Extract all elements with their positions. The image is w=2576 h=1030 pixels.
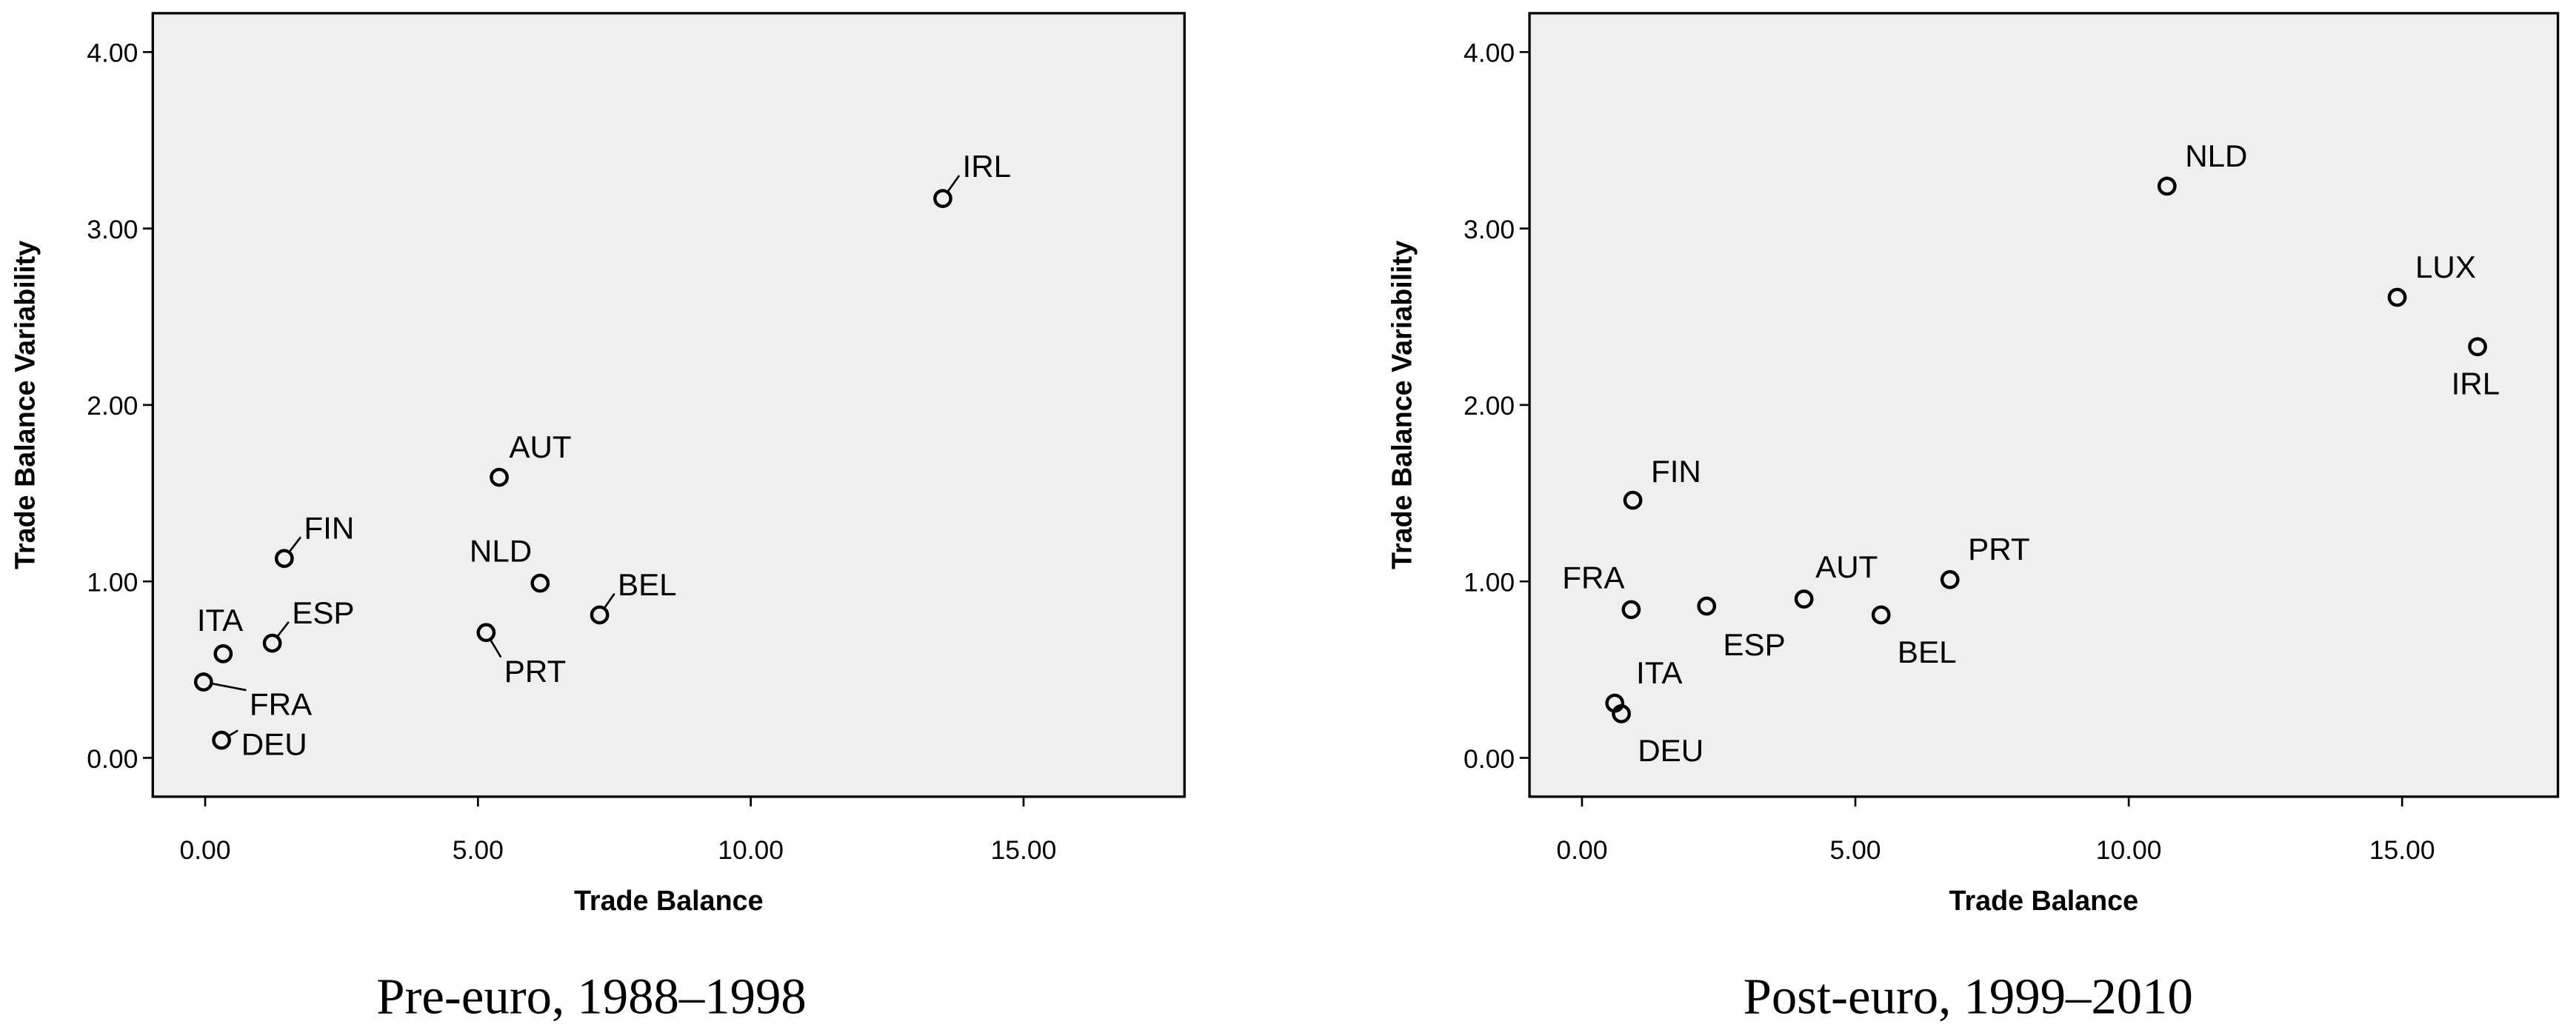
point-label: ESP [292,595,354,630]
point-label: AUT [1815,549,1878,584]
x-axis-label: Trade Balance [574,885,764,916]
point-label: BEL [1898,635,1957,669]
point [274,549,294,569]
y-tick-label: 3.00 [1464,215,1515,244]
y-tick-label: 0.00 [1464,744,1515,774]
leader-line [227,729,238,738]
point [193,672,213,692]
x-tick-label: 0.00 [179,835,230,865]
point-label: ESP [1723,627,1785,662]
subtitle: Post-euro, 1999–2010 [1744,969,2193,1025]
point [530,573,550,593]
x-tick-label: 5.00 [453,835,504,865]
point-label: AUT [509,429,571,464]
point [490,467,509,487]
y-tick-label: 4.00 [1464,39,1515,68]
x-tick-label: 15.00 [2369,835,2435,865]
x-tick-label: 10.00 [718,835,784,865]
point-label: FIN [304,511,354,546]
leader-line [211,682,247,692]
point-label: IRL [2452,367,2500,401]
subtitle: Pre-euro, 1988–1998 [376,969,806,1025]
point [933,189,952,208]
point-label: DEU [241,727,307,762]
point [590,605,610,625]
y-tick-label: 2.00 [1464,391,1515,421]
x-tick-label: 5.00 [1830,835,1881,865]
point [2387,287,2407,307]
point-label: NLD [2185,138,2247,173]
x-axis-label: Trade Balance [1949,885,2139,916]
point [1871,605,1891,625]
y-tick-label: 2.00 [87,391,138,421]
point [213,644,233,663]
x-tick-label: 10.00 [2096,835,2162,865]
point [262,633,282,653]
x-tick-label: 0.00 [1556,835,1607,865]
point-label: LUX [2415,250,2476,284]
plot-area [1528,12,2560,798]
point-label: IRL [963,149,1012,184]
point-label: PRT [504,654,567,689]
point-label: FRA [250,686,313,721]
point-label: ITA [197,603,244,638]
y-axis-label: Trade Balance Variability [10,241,41,569]
point-label: ITA [1636,655,1683,690]
point [1940,569,1960,589]
y-tick-label: 1.00 [1464,567,1515,597]
y-tick-label: 3.00 [87,215,138,244]
y-tick-label: 4.00 [87,39,138,68]
point-label: BEL [618,567,677,602]
point-label: DEU [1638,733,1704,768]
leader-line [489,639,502,658]
point-label: NLD [470,534,532,569]
y-tick-label: 0.00 [87,744,138,774]
leader-line [947,175,961,193]
point-label: FRA [1562,560,1625,595]
point [1621,600,1641,620]
plot-area [151,12,1186,798]
point-label: PRT [1968,532,2030,566]
point [2468,337,2487,357]
point-label: FIN [1651,454,1701,489]
point [212,730,231,750]
point [1612,704,1631,723]
point [2157,176,2177,196]
point [476,623,496,643]
point [1697,596,1717,616]
x-tick-label: 15.00 [991,835,1057,865]
leader-line [288,536,302,553]
y-tick-label: 1.00 [87,567,138,597]
point [1794,589,1814,609]
leader-line [603,592,615,609]
point [1623,490,1643,510]
y-axis-label: Trade Balance Variability [1386,241,1417,569]
leader-line [276,621,290,638]
